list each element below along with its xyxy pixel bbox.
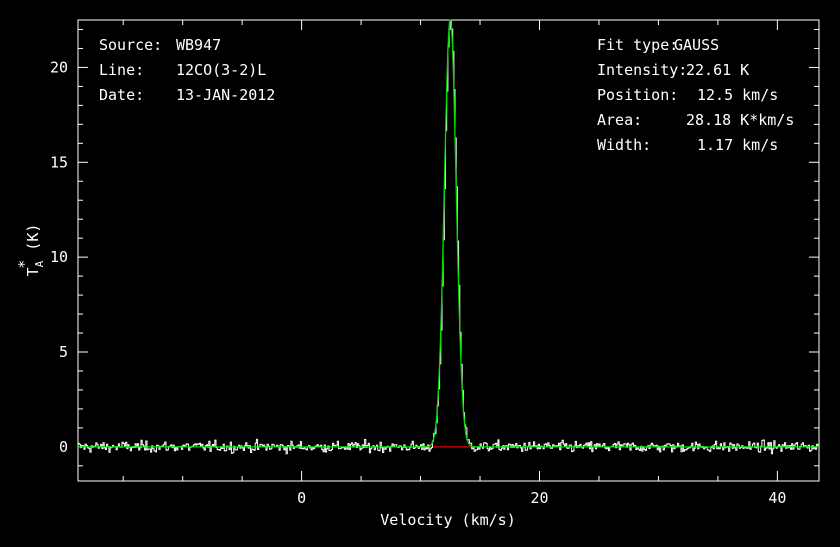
position-label: Position: bbox=[597, 86, 679, 104]
fit-type-label: Fit type: bbox=[597, 36, 679, 54]
area-label: Area: bbox=[597, 111, 643, 129]
gaussian-fit-line bbox=[78, 19, 819, 448]
position-value: 12.5 km/s bbox=[697, 86, 779, 104]
intensity-label: Intensity: bbox=[597, 61, 688, 79]
y-tick-label: 0 bbox=[59, 438, 68, 456]
y-axis-label: TA* (K) bbox=[15, 224, 46, 277]
plot-frame bbox=[77, 19, 820, 482]
line-value: 12CO(3-2)L bbox=[176, 61, 267, 79]
intensity-value: 22.61 K bbox=[686, 61, 750, 79]
area-value: 28.18 K*km/s bbox=[686, 111, 795, 129]
date-value: 13-JAN-2012 bbox=[176, 86, 276, 104]
x-axis-label: Velocity (km/s) bbox=[380, 511, 515, 529]
x-tick-label: 20 bbox=[530, 489, 548, 507]
svg-text:TA* (K): TA* (K) bbox=[15, 224, 46, 277]
date-label: Date: bbox=[99, 86, 145, 104]
line-label: Line: bbox=[99, 61, 145, 79]
y-tick-label: 15 bbox=[50, 153, 68, 171]
width-value: 1.17 km/s bbox=[697, 136, 779, 154]
axis-tick-labels: 0 20 40 0 5 10 15 20 bbox=[50, 58, 786, 507]
y-tick-label: 5 bbox=[59, 343, 68, 361]
source-label: Source: bbox=[99, 36, 163, 54]
spectrum-line bbox=[78, 19, 819, 455]
fit-type-value: GAUSS bbox=[674, 36, 720, 54]
y-tick-label: 20 bbox=[50, 58, 68, 76]
width-label: Width: bbox=[597, 136, 652, 154]
x-tick-label: 0 bbox=[297, 489, 306, 507]
y-tick-label: 10 bbox=[50, 248, 68, 266]
axis-ticks bbox=[78, 20, 819, 481]
source-value: WB947 bbox=[176, 36, 222, 54]
x-tick-label: 40 bbox=[768, 489, 786, 507]
